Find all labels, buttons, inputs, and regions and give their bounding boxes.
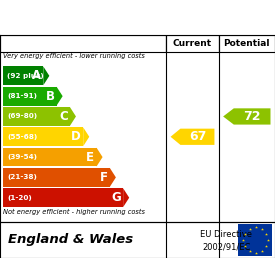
Text: (55-68): (55-68) <box>7 134 37 140</box>
Bar <box>3 188 123 207</box>
Bar <box>3 127 83 146</box>
Polygon shape <box>70 107 76 126</box>
Bar <box>3 168 110 187</box>
FancyBboxPatch shape <box>238 224 272 256</box>
Text: C: C <box>59 110 68 123</box>
Bar <box>3 148 97 166</box>
Text: Current: Current <box>173 39 212 48</box>
Bar <box>0 35 166 52</box>
Text: (39-54): (39-54) <box>7 154 37 160</box>
Bar <box>166 35 219 52</box>
Text: (1-20): (1-20) <box>7 195 32 201</box>
Text: (92 plus): (92 plus) <box>7 73 44 79</box>
Text: (69-80): (69-80) <box>7 114 37 119</box>
Text: Potential: Potential <box>224 39 270 48</box>
Text: EU Directive: EU Directive <box>200 230 252 239</box>
Bar <box>3 67 43 85</box>
Polygon shape <box>123 188 129 207</box>
Polygon shape <box>57 87 63 106</box>
Bar <box>3 87 57 106</box>
Polygon shape <box>43 67 49 85</box>
Text: (81-91): (81-91) <box>7 93 37 99</box>
Bar <box>219 35 275 52</box>
Text: Energy Efficiency Rating: Energy Efficiency Rating <box>8 10 210 25</box>
Text: 72: 72 <box>243 110 261 123</box>
Polygon shape <box>97 148 103 166</box>
Bar <box>3 107 70 126</box>
Polygon shape <box>110 168 116 187</box>
Text: Not energy efficient - higher running costs: Not energy efficient - higher running co… <box>3 209 145 215</box>
Text: 2002/91/EC: 2002/91/EC <box>202 243 250 252</box>
Text: B: B <box>45 90 54 103</box>
Polygon shape <box>83 127 89 146</box>
Text: England & Wales: England & Wales <box>8 233 133 246</box>
Text: 67: 67 <box>189 130 206 143</box>
Text: (21-38): (21-38) <box>7 174 37 180</box>
Text: F: F <box>100 171 108 184</box>
Text: Very energy efficient - lower running costs: Very energy efficient - lower running co… <box>3 53 145 59</box>
Polygon shape <box>170 129 214 145</box>
Text: G: G <box>111 191 121 204</box>
Text: E: E <box>86 151 94 164</box>
Polygon shape <box>223 108 271 125</box>
Text: D: D <box>71 130 81 143</box>
Text: A: A <box>32 69 41 82</box>
